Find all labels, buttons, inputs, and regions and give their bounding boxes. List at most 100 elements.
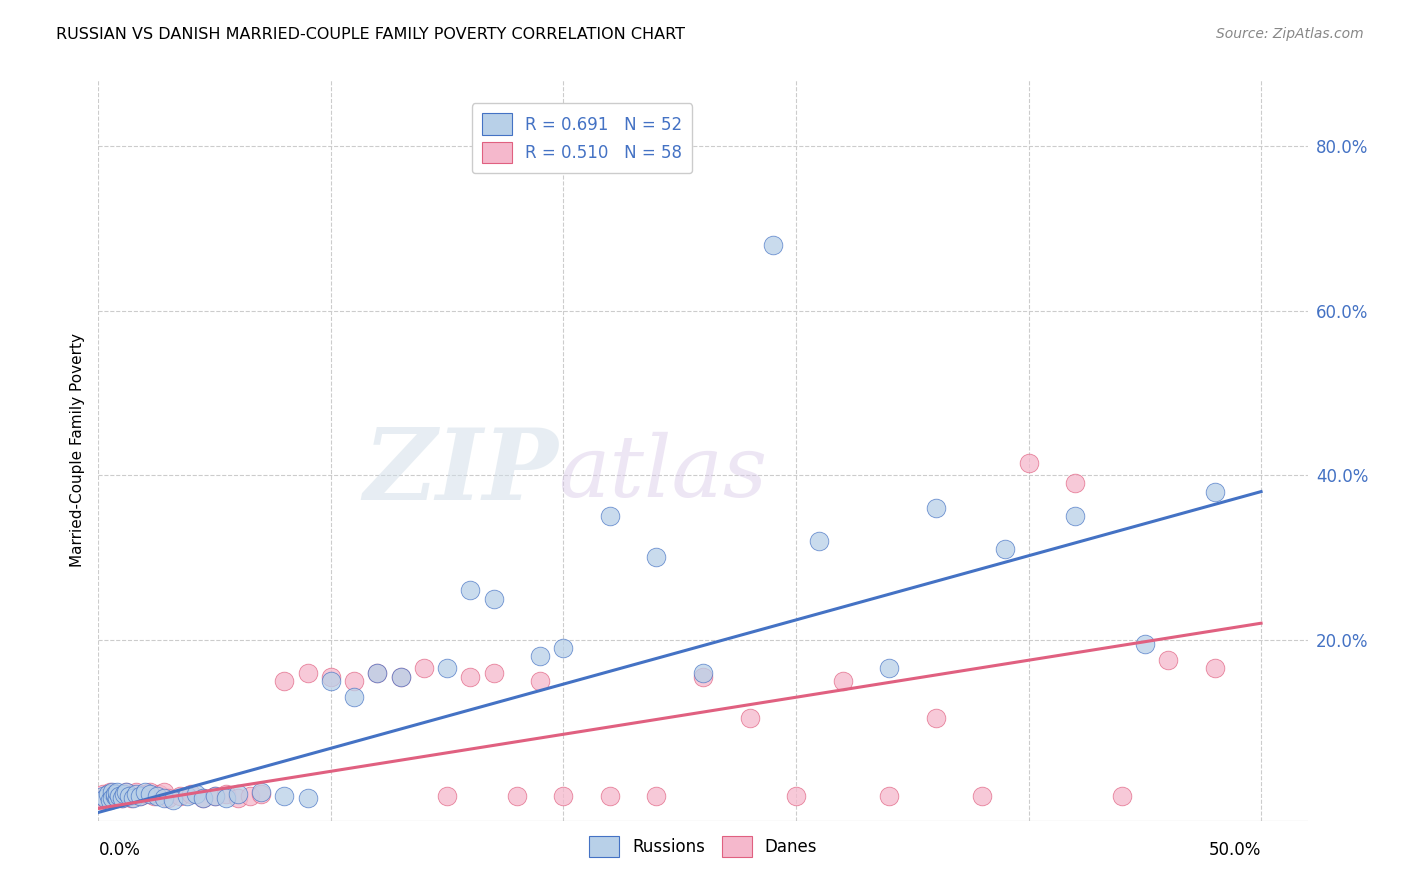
Point — [460, 670, 482, 684]
Point — [162, 793, 184, 807]
Point — [152, 790, 174, 805]
Point — [122, 787, 145, 801]
Point — [1157, 653, 1180, 667]
Point — [124, 787, 146, 801]
Point — [105, 791, 128, 805]
Point — [273, 673, 295, 688]
Text: 50.0%: 50.0% — [1209, 841, 1261, 859]
Point — [120, 790, 142, 805]
Point — [738, 711, 761, 725]
Point — [877, 661, 900, 675]
Point — [108, 789, 131, 803]
Point — [366, 665, 388, 680]
Point — [413, 661, 436, 675]
Point — [343, 673, 366, 688]
Point — [105, 785, 128, 799]
Point — [148, 787, 170, 801]
Point — [118, 789, 141, 803]
Point — [104, 787, 127, 801]
Point — [152, 785, 174, 799]
Point — [124, 785, 146, 799]
Point — [143, 789, 166, 803]
Text: ZIP: ZIP — [363, 425, 558, 521]
Point — [924, 711, 946, 725]
Point — [112, 787, 135, 801]
Point — [1111, 789, 1133, 803]
Point — [91, 789, 114, 803]
Point — [129, 789, 152, 803]
Point — [115, 785, 138, 799]
Point — [101, 789, 124, 803]
Point — [482, 665, 505, 680]
Point — [250, 785, 273, 799]
Point — [645, 550, 668, 565]
Point — [529, 673, 551, 688]
Point — [389, 670, 412, 684]
Point — [389, 670, 412, 684]
Point — [97, 787, 120, 801]
Point — [366, 665, 388, 680]
Point — [553, 640, 575, 655]
Point — [191, 790, 214, 805]
Point — [97, 789, 120, 803]
Point — [98, 793, 121, 807]
Point — [645, 789, 668, 803]
Point — [108, 789, 131, 803]
Text: atlas: atlas — [558, 432, 768, 514]
Point — [98, 785, 121, 799]
Point — [180, 787, 202, 801]
Point — [204, 789, 226, 803]
Point — [319, 673, 342, 688]
Point — [1064, 509, 1087, 524]
Point — [529, 649, 551, 664]
Point — [134, 787, 156, 801]
Text: RUSSIAN VS DANISH MARRIED-COUPLE FAMILY POVERTY CORRELATION CHART: RUSSIAN VS DANISH MARRIED-COUPLE FAMILY … — [56, 27, 685, 42]
Point — [204, 789, 226, 803]
Point — [692, 670, 714, 684]
Point — [101, 790, 124, 805]
Point — [319, 670, 342, 684]
Point — [104, 790, 127, 805]
Point — [101, 785, 124, 799]
Point — [134, 785, 156, 799]
Point — [226, 787, 249, 801]
Point — [297, 790, 319, 805]
Point — [599, 509, 621, 524]
Point — [215, 790, 238, 805]
Point — [1018, 456, 1040, 470]
Point — [808, 533, 831, 548]
Y-axis label: Married-Couple Family Poverty: Married-Couple Family Poverty — [69, 334, 84, 567]
Point — [176, 789, 198, 803]
Point — [169, 789, 191, 803]
Point — [157, 790, 180, 805]
Point — [553, 789, 575, 803]
Point — [877, 789, 900, 803]
Point — [111, 790, 134, 805]
Point — [94, 790, 117, 805]
Point — [831, 673, 853, 688]
Point — [436, 789, 458, 803]
Point — [90, 793, 112, 807]
Point — [215, 787, 238, 801]
Point — [297, 665, 319, 680]
Point — [762, 237, 785, 252]
Point — [138, 785, 160, 799]
Point — [239, 789, 262, 803]
Point — [138, 787, 160, 801]
Point — [184, 787, 207, 801]
Legend: Russions, Danes: Russions, Danes — [582, 830, 824, 864]
Point — [129, 789, 152, 803]
Point — [226, 790, 249, 805]
Text: Source: ZipAtlas.com: Source: ZipAtlas.com — [1216, 27, 1364, 41]
Point — [145, 789, 167, 803]
Point — [924, 501, 946, 516]
Point — [94, 790, 117, 805]
Point — [460, 583, 482, 598]
Point — [482, 591, 505, 606]
Point — [970, 789, 993, 803]
Point — [122, 790, 145, 805]
Point — [111, 790, 134, 805]
Point — [994, 542, 1017, 557]
Point — [273, 789, 295, 803]
Point — [112, 787, 135, 801]
